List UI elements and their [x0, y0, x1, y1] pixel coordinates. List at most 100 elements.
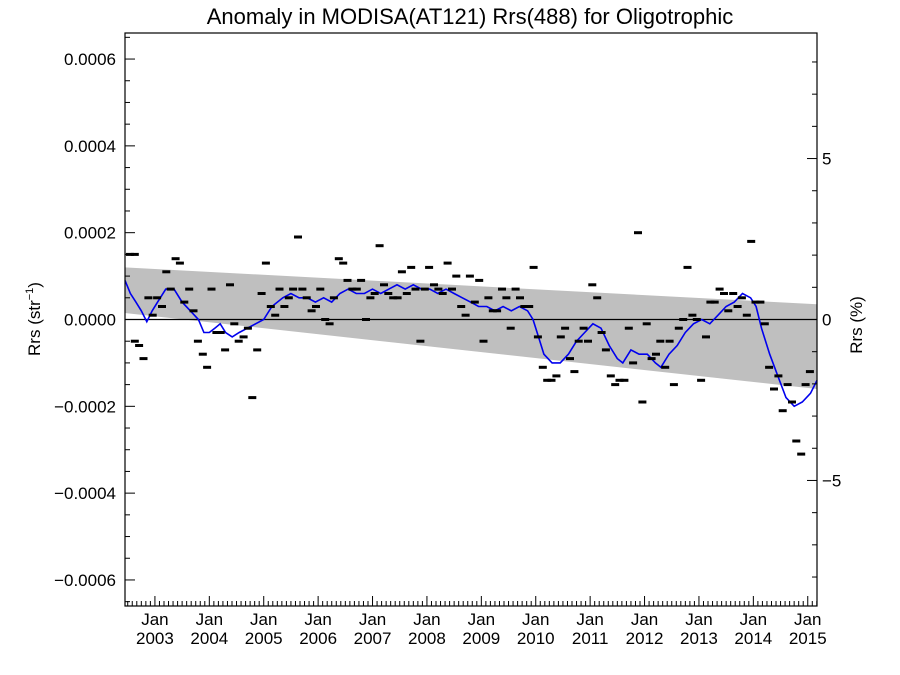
data-point [593, 296, 602, 300]
data-point [706, 300, 715, 304]
data-point [175, 261, 184, 265]
data-point [234, 339, 243, 343]
x-tick-year: 2012 [626, 629, 664, 648]
monthly-points-layer [125, 231, 814, 456]
x-tick-month: Jan [794, 610, 821, 629]
data-point [679, 318, 688, 321]
data-point [416, 339, 425, 343]
left-tick-label: −0.0006 [54, 571, 116, 590]
data-point [180, 300, 189, 304]
data-point [402, 292, 411, 295]
data-point [357, 278, 366, 282]
data-point [135, 344, 144, 347]
data-point [438, 292, 447, 295]
data-point [307, 309, 316, 313]
x-tick-year: 2014 [734, 629, 772, 648]
x-tick-year: 2005 [245, 629, 283, 648]
data-point [506, 326, 515, 330]
data-point [266, 305, 275, 308]
data-point [321, 318, 330, 321]
x-tick-year: 2003 [136, 629, 174, 648]
data-point [325, 322, 334, 326]
data-point [261, 261, 270, 265]
left-axis-label-sup: −1 [24, 288, 36, 301]
left-tick-label: −0.0002 [54, 397, 116, 416]
data-point [411, 287, 420, 291]
data-point [642, 322, 651, 326]
data-point [352, 287, 361, 291]
data-point [221, 348, 230, 352]
data-point [230, 322, 239, 326]
data-point [375, 244, 384, 248]
data-point [498, 287, 506, 291]
data-point [362, 318, 370, 321]
data-point [407, 265, 416, 269]
data-point [624, 326, 633, 330]
x-tick-month: Jan [196, 610, 223, 629]
x-tick-year: 2015 [789, 629, 827, 648]
data-point [493, 309, 502, 313]
x-tick-month: Jan [631, 610, 658, 629]
data-point [139, 357, 148, 361]
data-point [198, 352, 207, 356]
data-point [275, 287, 284, 291]
data-point [271, 313, 280, 317]
data-point [397, 270, 406, 274]
x-tick-month: Jan [304, 610, 331, 629]
x-tick-labels: Jan2003Jan2004Jan2005Jan2006Jan2007Jan20… [136, 610, 827, 648]
data-point [547, 378, 556, 382]
data-point [520, 305, 529, 308]
data-point [343, 278, 352, 282]
data-point [185, 287, 194, 291]
data-point [516, 296, 524, 300]
data-point [805, 370, 814, 374]
data-point [461, 313, 470, 317]
data-point [566, 357, 574, 361]
left-axis-label: Rrs (str−1) [24, 282, 44, 356]
data-point [312, 305, 320, 308]
x-tick-month: Jan [522, 610, 549, 629]
data-point [226, 283, 234, 287]
data-point [615, 378, 624, 382]
data-point [683, 265, 692, 269]
data-point [316, 287, 325, 291]
left-axis-label-base: Rrs (str [25, 300, 44, 356]
x-tick-year: 2006 [299, 629, 337, 648]
data-point [370, 292, 379, 295]
data-point [425, 265, 434, 269]
data-point [702, 335, 710, 339]
data-point [502, 296, 511, 300]
left-tick-label: −0.0004 [54, 484, 116, 503]
data-point [470, 300, 479, 304]
data-point [166, 287, 175, 291]
x-tick-month: Jan [740, 610, 767, 629]
x-tick-year: 2009 [462, 629, 500, 648]
data-point [239, 335, 248, 339]
x-tick-year: 2004 [190, 629, 228, 648]
data-point [511, 287, 520, 291]
right-axis-label: Rrs (%) [847, 296, 866, 354]
data-point [339, 261, 348, 265]
data-point [162, 270, 171, 274]
data-point [443, 261, 452, 265]
data-point [302, 296, 311, 300]
data-point [579, 326, 588, 330]
left-tick-label: 0.0002 [64, 224, 116, 243]
data-point [778, 409, 787, 413]
x-tick-month: Jan [250, 610, 277, 629]
data-point [656, 339, 665, 343]
left-tick-label: 0.0000 [64, 311, 116, 330]
data-point [674, 326, 683, 330]
data-point [248, 396, 257, 400]
data-point [158, 305, 166, 308]
data-point [792, 439, 801, 443]
x-tick-month: Jan [576, 610, 603, 629]
data-point [588, 283, 597, 287]
data-point [733, 305, 742, 308]
data-point [710, 300, 719, 304]
data-point [284, 296, 293, 300]
data-point [652, 352, 660, 356]
data-point [797, 452, 806, 456]
data-point [434, 287, 443, 291]
